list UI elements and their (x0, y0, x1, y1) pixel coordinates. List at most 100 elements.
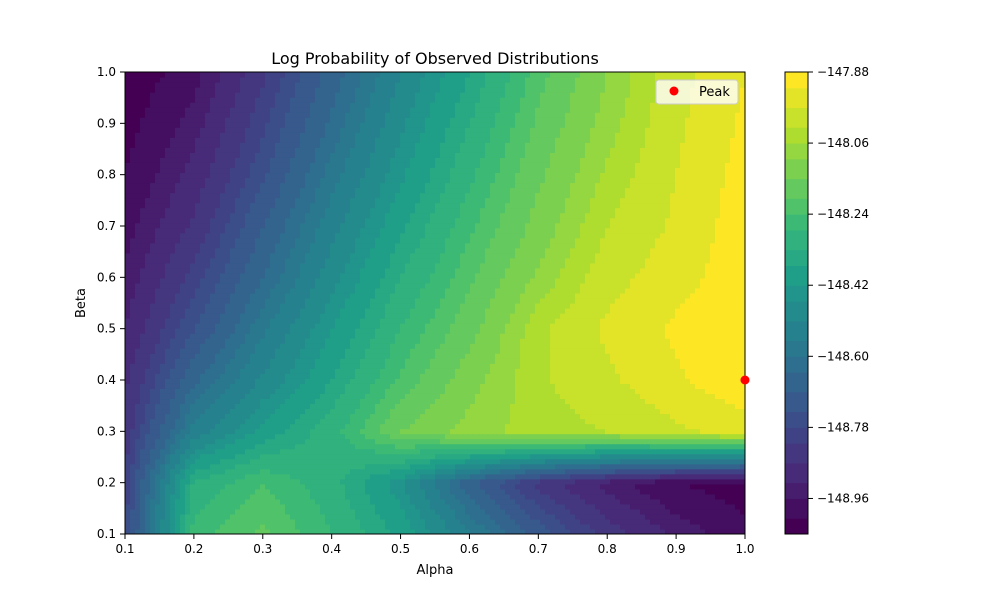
contour-cell (385, 433, 391, 440)
contour-cell (450, 478, 456, 485)
contour-cell (725, 398, 731, 405)
contour-cell (655, 363, 661, 369)
contour-cell (400, 378, 406, 384)
contour-cell (330, 438, 336, 445)
contour-cell (295, 363, 301, 369)
contour-cell (545, 378, 551, 384)
contour-cell (530, 478, 536, 485)
contour-cell (280, 518, 286, 525)
contour-cell (220, 523, 226, 530)
contour-cell (435, 408, 441, 415)
contour-cell (580, 338, 586, 344)
contour-cell (315, 473, 321, 480)
contour-cell (585, 408, 591, 415)
contour-cell (330, 433, 336, 440)
contour-cell (295, 438, 301, 445)
contour-cell (430, 358, 436, 364)
contour-cell (240, 373, 246, 379)
contour-cell (355, 348, 361, 354)
contour-cell (395, 508, 401, 515)
contour-cell (140, 513, 146, 520)
contour-cell (505, 433, 511, 440)
contour-cell (365, 448, 371, 455)
contour-cell (615, 363, 621, 369)
contour-cell (240, 503, 246, 510)
contour-cell (455, 518, 461, 525)
contour-cell (480, 378, 486, 384)
contour-cell (645, 493, 651, 500)
contour-cell (380, 333, 386, 339)
contour-cell (355, 388, 361, 394)
contour-cell (405, 518, 411, 525)
contour-cell (165, 498, 171, 505)
contour-cell (360, 388, 366, 394)
contour-cell (735, 463, 741, 470)
contour-cell (735, 398, 741, 405)
contour-cell (135, 343, 141, 349)
contour-cell (275, 418, 281, 425)
contour-cell (290, 383, 296, 389)
contour-cell (440, 493, 446, 500)
contour-cell (215, 488, 221, 495)
contour-cell (370, 438, 376, 445)
contour-cell (545, 488, 551, 495)
contour-cell (520, 438, 526, 445)
contour-cell (375, 478, 381, 485)
contour-cell (365, 413, 371, 420)
contour-cell (240, 448, 246, 455)
contour-cell (180, 383, 186, 389)
contour-cell (560, 448, 566, 455)
contour-cell (670, 503, 676, 510)
contour-cell (570, 423, 576, 430)
contour-cell (605, 483, 611, 490)
contour-cell (605, 503, 611, 510)
contour-cell (405, 478, 411, 485)
contour-cell (495, 448, 501, 455)
contour-cell (365, 438, 371, 445)
contour-cell (485, 408, 491, 415)
contour-cell (470, 388, 476, 394)
contour-cell (615, 468, 621, 475)
contour-cell (470, 348, 476, 354)
contour-cell (175, 498, 181, 505)
contour-cell (360, 353, 366, 359)
contour-cell (465, 508, 471, 515)
contour-cell (150, 508, 156, 515)
contour-cell (360, 348, 366, 354)
contour-cell (470, 518, 476, 525)
contour-cell (555, 458, 561, 465)
contour-cell (185, 408, 191, 415)
contour-cell (230, 448, 236, 455)
contour-cell (515, 408, 521, 415)
contour-cell (305, 463, 311, 470)
contour-cell (485, 338, 491, 344)
contour-cell (710, 458, 716, 465)
contour-cell (305, 448, 311, 455)
contour-cell (165, 368, 171, 374)
contour-cell (695, 443, 701, 450)
contour-cell (175, 348, 181, 354)
contour-cell (690, 433, 696, 440)
contour-cell (360, 468, 366, 475)
contour-cell (605, 403, 611, 410)
contour-cell (340, 368, 346, 374)
contour-cell (530, 493, 536, 500)
contour-cell (640, 333, 646, 339)
contour-cell (670, 403, 676, 410)
contour-cell (735, 428, 741, 435)
contour-cell (705, 498, 711, 505)
contour-cell (415, 468, 421, 475)
contour-cell (265, 463, 271, 470)
contour-cell (500, 483, 506, 490)
contour-cell (235, 353, 241, 359)
contour-cell (205, 463, 211, 470)
contour-cell (170, 438, 176, 445)
contour-cell (295, 418, 301, 425)
contour-cell (600, 343, 606, 349)
contour-cell (250, 398, 256, 405)
contour-cell (740, 453, 745, 460)
contour-cell (560, 353, 566, 359)
contour-cell (135, 458, 141, 465)
contour-cell (195, 378, 201, 384)
contour-cell (645, 498, 651, 505)
